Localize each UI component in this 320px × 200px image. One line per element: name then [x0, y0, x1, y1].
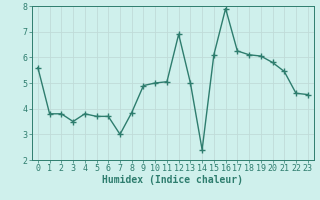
X-axis label: Humidex (Indice chaleur): Humidex (Indice chaleur)	[102, 175, 243, 185]
